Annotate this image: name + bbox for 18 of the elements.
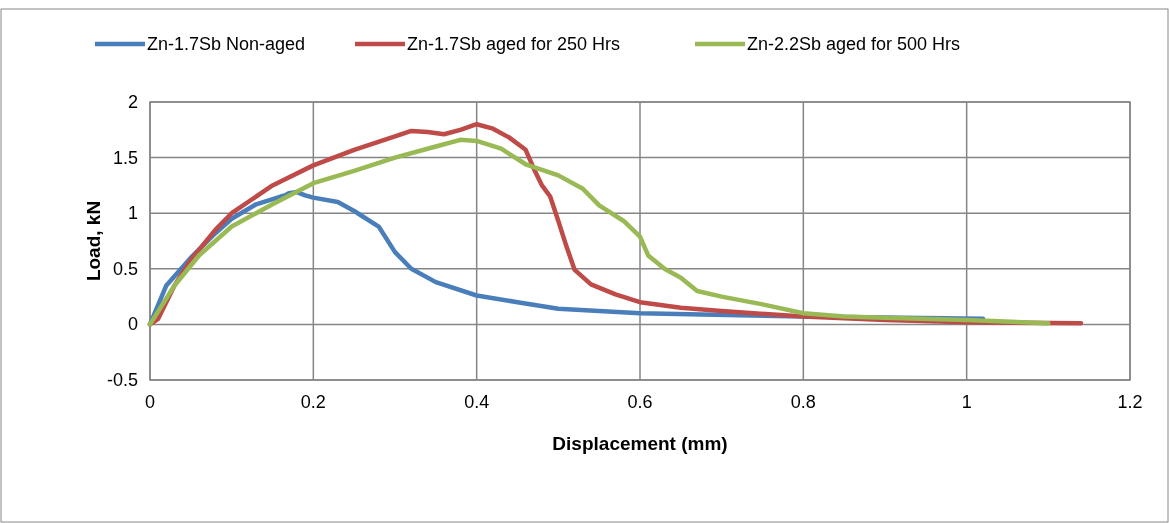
y-axis-title: Load, kN: [83, 200, 104, 282]
x-tick-label: 0.2: [300, 392, 326, 412]
legend-label: Zn-1.7Sb aged for 250 Hrs: [407, 34, 621, 54]
x-tick-label: 1.2: [1117, 392, 1143, 412]
x-axis-title: Displacement (mm): [552, 433, 728, 454]
x-tick-label: 0: [144, 392, 156, 412]
y-tick-label: -0.5: [106, 370, 138, 390]
y-tick-label: 1.5: [112, 147, 138, 168]
x-tick-label: 0.8: [790, 392, 816, 412]
x-tick-label: 0.4: [464, 392, 490, 412]
x-tick-label: 0.6: [627, 392, 653, 412]
legend-label: Zn-1.7Sb Non-aged: [147, 34, 306, 54]
y-tick-label: 2: [127, 92, 138, 112]
y-tick-label: 0.5: [112, 258, 138, 279]
legend-label: Zn-2.2Sb aged for 500 Hrs: [747, 34, 961, 54]
x-tick-label: 1: [961, 392, 972, 412]
y-tick-label: 1: [127, 203, 138, 224]
y-tick-label: 0: [127, 314, 138, 335]
